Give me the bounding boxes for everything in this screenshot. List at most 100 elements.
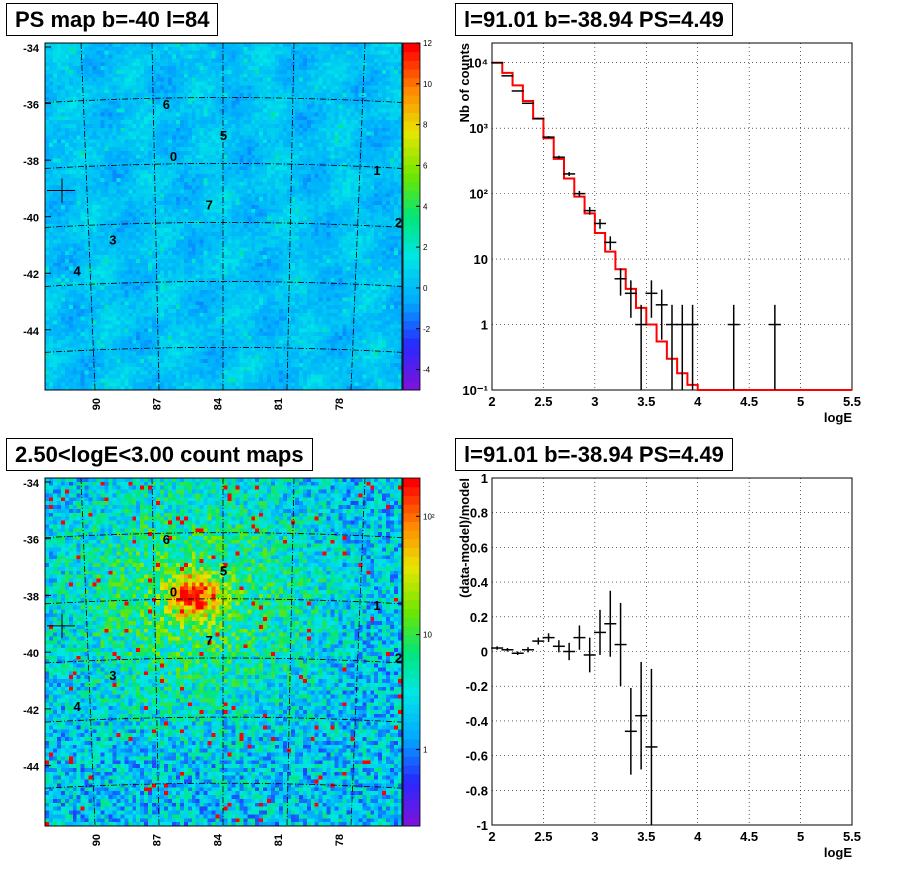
colorbar-tick-label: 4 — [423, 202, 428, 211]
colorbar-band — [403, 747, 420, 757]
x-tick-label: 87 — [152, 398, 164, 410]
graticule — [44, 477, 403, 827]
colorbar-band — [403, 60, 420, 70]
latitude-line — [44, 222, 403, 228]
colorbar-band — [403, 277, 420, 287]
y-tick-label: -36 — [23, 100, 39, 112]
colorbar-band — [403, 565, 420, 575]
x-tick-label: 3.5 — [637, 394, 655, 409]
y-tick-label: 0.8 — [470, 506, 488, 521]
x-tick-label: 3.5 — [637, 829, 655, 844]
y-tick-label: -34 — [23, 43, 40, 55]
longitude-line — [286, 477, 295, 827]
y-tick-label: 10³ — [469, 121, 488, 136]
colorbar-band — [403, 643, 420, 653]
x-tick-label: 84 — [212, 397, 224, 410]
colorbar-tick-label: 10² — [423, 512, 435, 521]
colorbar-band — [403, 739, 420, 749]
colorbar-band — [403, 504, 420, 514]
y-tick-label: -42 — [23, 705, 39, 717]
x-tick-label: 2 — [488, 829, 495, 844]
colorbar-band — [403, 573, 420, 583]
x-tick-label: 4.5 — [740, 829, 758, 844]
colorbar-band — [403, 233, 420, 244]
colorbar-band — [403, 199, 420, 209]
colorbar-band — [403, 164, 420, 174]
latitude-line — [44, 163, 403, 169]
colorbar-band — [403, 486, 420, 496]
y-tick-label: 0.6 — [470, 540, 488, 555]
source-label-5: 5 — [220, 128, 227, 143]
colorbar-band — [403, 86, 420, 96]
longitude-line — [350, 42, 366, 391]
colorbar-band — [403, 495, 420, 505]
latitude-line — [44, 532, 403, 539]
y-tick-label: 0.2 — [470, 610, 488, 625]
colorbar-band — [403, 173, 420, 183]
colorbar-band — [403, 381, 420, 391]
colorbar-band — [403, 355, 420, 365]
longitude-line — [80, 477, 96, 827]
y-axis-label: Nb of counts — [457, 43, 472, 122]
count-map: 0 1 2 3 4 5 6 7 -34 -36 -38 -40 -42 -44 90 87 84 81 78 1 10 1… — [23, 477, 435, 846]
colorbar-band — [403, 95, 420, 105]
x-tick-label: 4 — [694, 394, 702, 409]
colorbar-frame — [402, 477, 421, 827]
residual-chart: 2 2.5 3 3.5 4 4.5 5 5.5 -1 -0.8 -0.6 -0.4 -0.2 0 0.2 0.… — [457, 471, 861, 860]
y-tick-label: -0.4 — [466, 714, 489, 729]
longitude-line — [286, 42, 295, 391]
colorbar-band — [403, 799, 420, 810]
source-label-0: 0 — [170, 149, 177, 164]
y-tick-label: -40 — [23, 648, 39, 660]
x-tick-label: 2 — [488, 394, 495, 409]
colorbar-band — [403, 547, 420, 557]
colorbar-band — [403, 138, 420, 148]
model-histogram — [492, 61, 852, 391]
colorbar-band — [403, 678, 420, 688]
ps-map-title: PS map b=-40 l=84 — [6, 3, 219, 36]
colorbar-band — [403, 77, 420, 87]
colorbar-band — [403, 765, 420, 775]
source-label-4: 4 — [74, 699, 82, 714]
colorbar-band — [403, 242, 420, 252]
colorbar-band — [403, 617, 420, 627]
source-label-2: 2 — [395, 650, 402, 665]
source-label-2: 2 — [395, 215, 402, 230]
colorbar-band — [403, 363, 420, 374]
colorbar-band — [403, 478, 420, 488]
colorbar-band — [403, 190, 420, 200]
latitude-line — [44, 281, 403, 287]
colorbar-band — [403, 337, 420, 348]
plot-frame — [491, 477, 853, 826]
colorbar-band — [403, 625, 420, 636]
colorbar-tick-label: 6 — [423, 161, 428, 170]
colorbar-band — [403, 530, 420, 540]
y-tick-label: 10⁴ — [467, 56, 488, 71]
colorbar-band — [403, 69, 420, 79]
colorbar-band — [403, 346, 420, 356]
x-tick-label: 2.5 — [534, 829, 552, 844]
y-tick-label: -0.8 — [466, 783, 488, 798]
colorbar-tick-label: 2 — [423, 243, 428, 252]
colorbar-band — [403, 112, 420, 122]
x-tick-label: 78 — [334, 398, 346, 410]
colorbar-band — [403, 773, 420, 783]
residual-title: l=91.01 b=-38.94 PS=4.49 — [455, 438, 733, 471]
colorbar-band — [403, 582, 420, 592]
colorbar-band — [403, 712, 420, 723]
spectrum-title: l=91.01 b=-38.94 PS=4.49 — [455, 3, 733, 36]
source-label-7: 7 — [206, 198, 213, 213]
y-tick-label: -42 — [23, 269, 39, 281]
colorbar-band — [403, 372, 420, 382]
ps-map-panel: 0 1 2 3 4 5 6 7 -34 -36 -38 -40 -42 -44 90 87 84 81 78 -4 -2… — [0, 0, 449, 430]
x-tick-label: 90 — [91, 834, 103, 846]
map-pixels — [45, 478, 402, 826]
colorbar-band — [403, 521, 420, 531]
colorbar-band — [403, 808, 420, 818]
colorbar-band — [403, 285, 420, 296]
colorbar-tick-label: -4 — [423, 366, 431, 375]
colorbar-band — [403, 695, 420, 705]
colorbar-band — [403, 251, 420, 261]
y-tick-label: 10⁻¹ — [462, 383, 488, 398]
